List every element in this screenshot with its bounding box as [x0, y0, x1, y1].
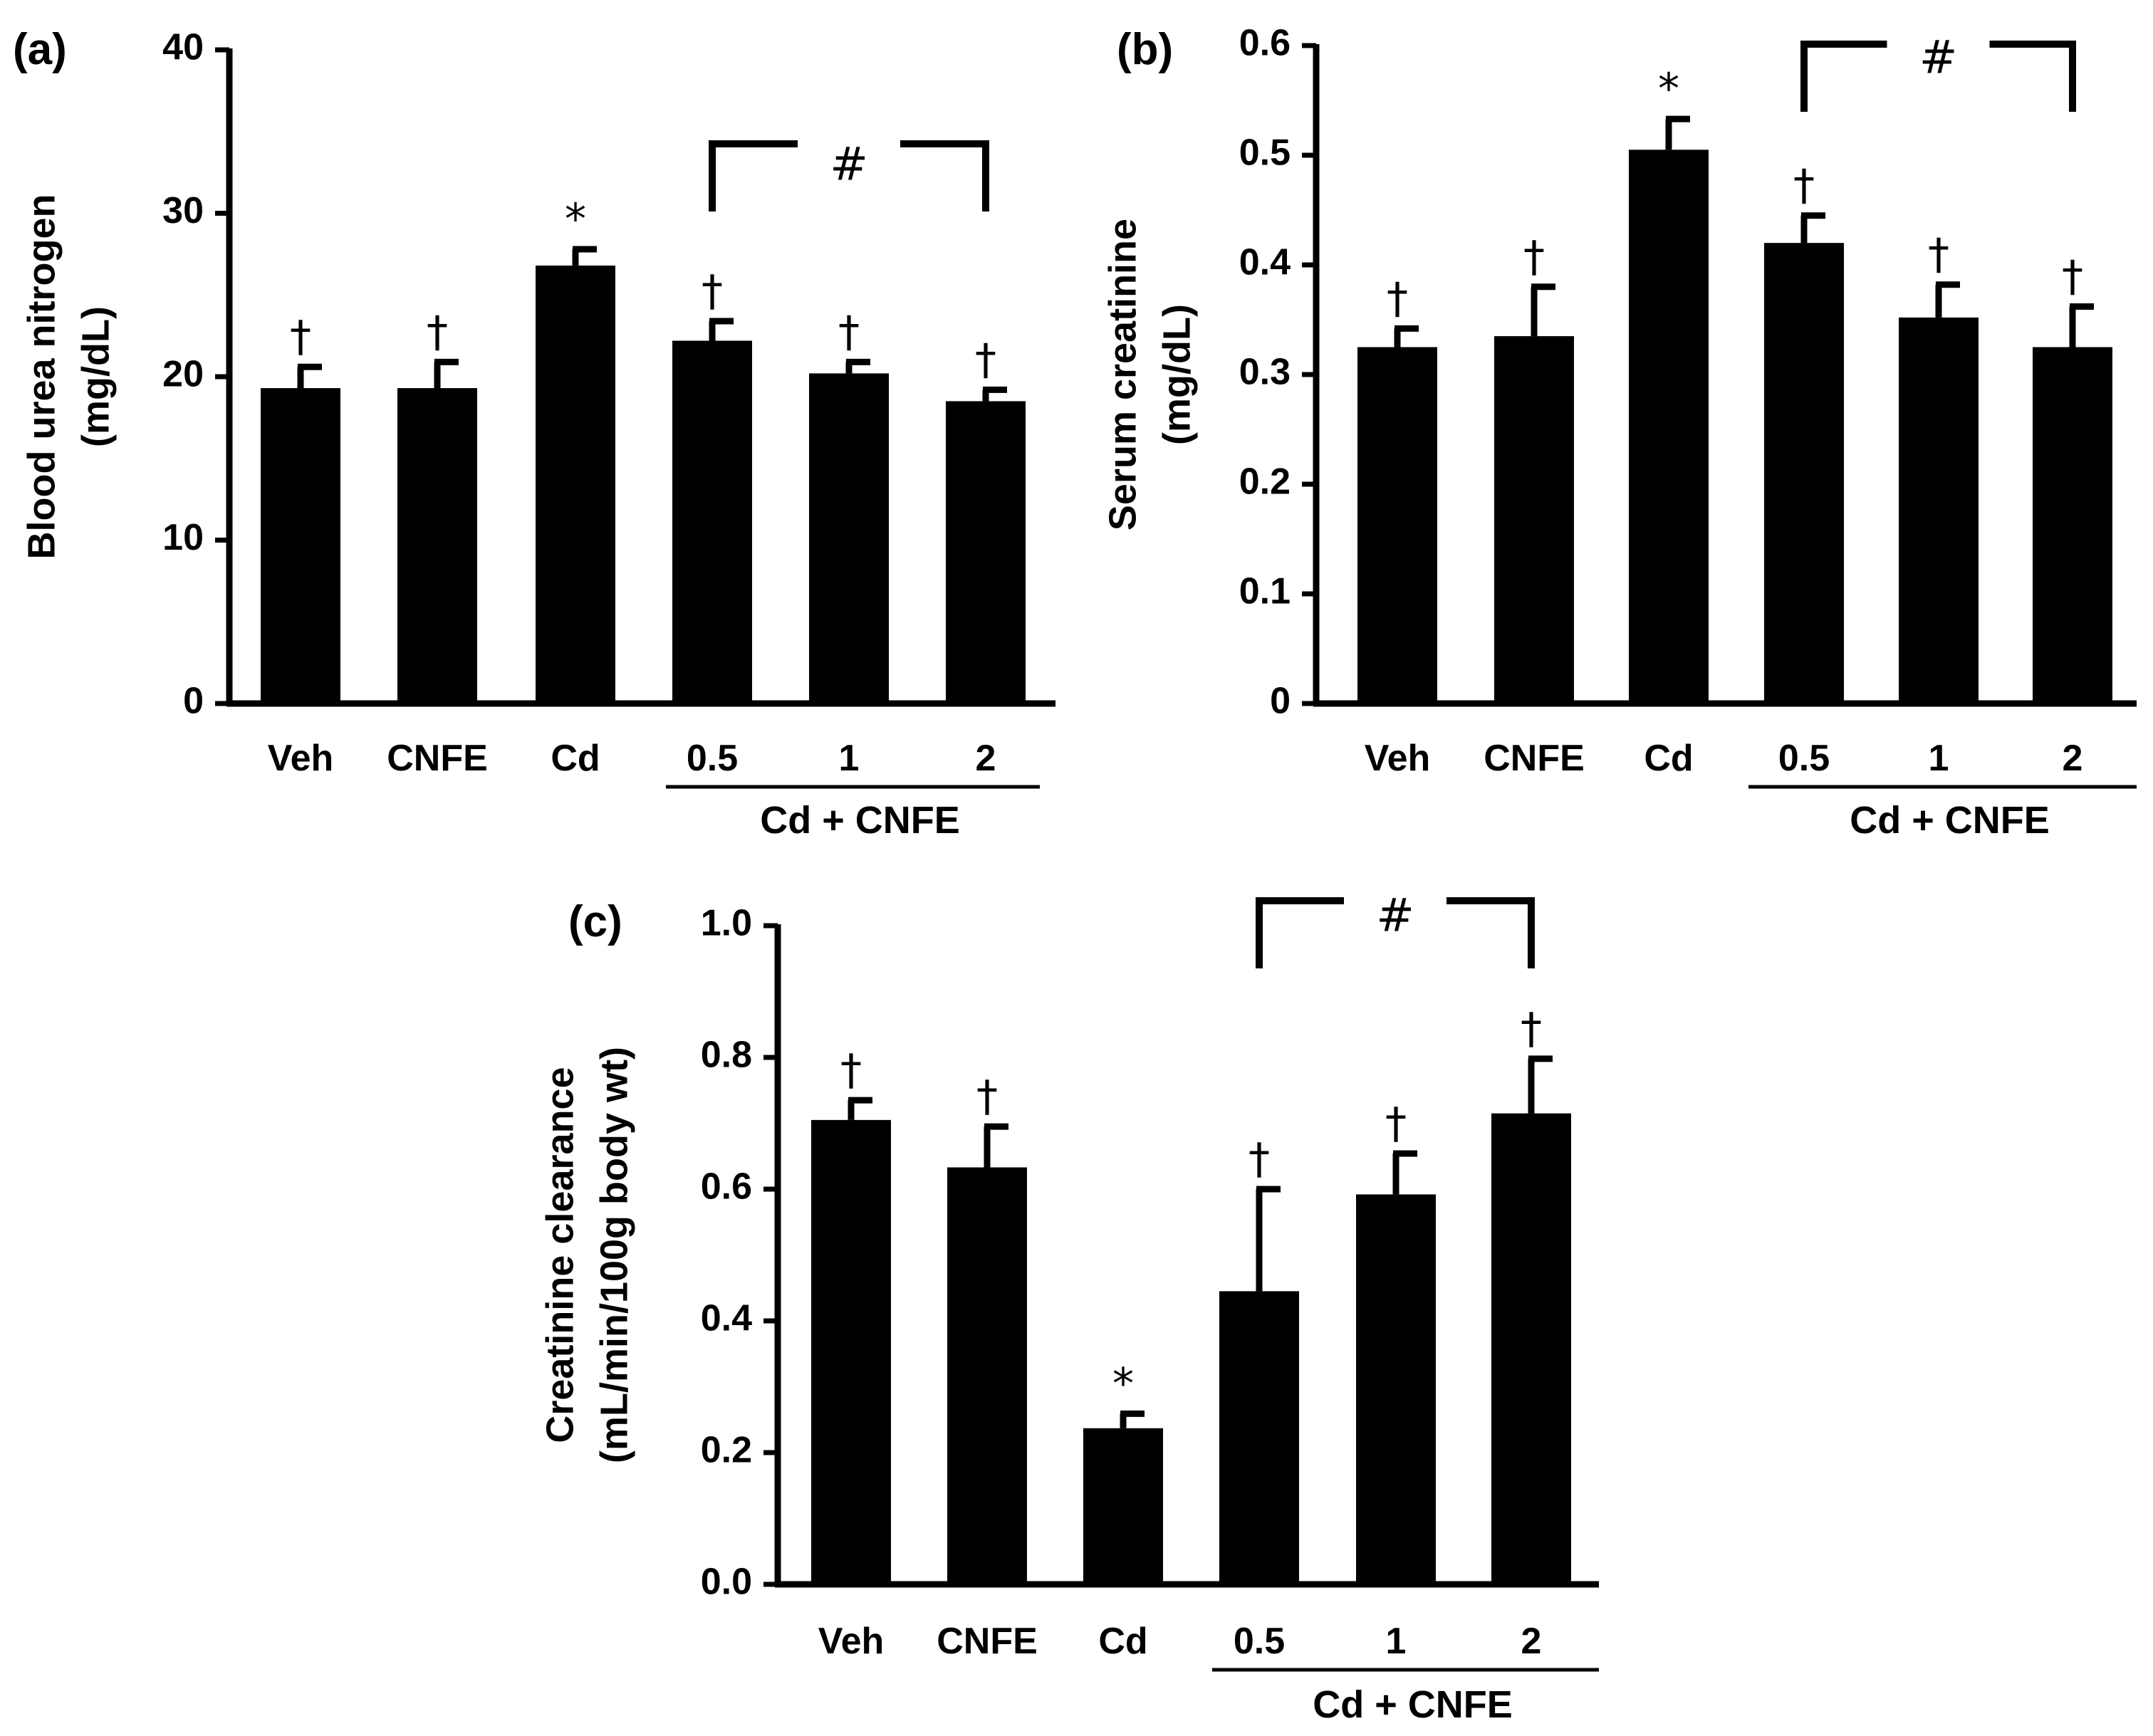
chart-panel-c: (c) Creatinine clearance (mL/min/100g body…: [538, 890, 1599, 1726]
panel-label: (b): [1117, 25, 1173, 74]
bracket-right: [900, 144, 986, 211]
significance-dagger: †: [1521, 1004, 1542, 1054]
chart-panel-b: (b) Serum creatinine (mg/dL) 0 0.1 0.2 0.3 0.4 0…: [1101, 23, 2137, 842]
x-tick-label: Veh: [818, 1621, 885, 1662]
y-tick-label: 10: [162, 517, 204, 558]
bar-2: [2033, 347, 2112, 704]
bracket-left: [1259, 901, 1344, 968]
bar-CNFE: [947, 1167, 1027, 1584]
y-tick-label: 0.5: [1239, 132, 1291, 174]
x-tick-label: 0.5: [1234, 1621, 1285, 1662]
bracket-left: [1804, 44, 1887, 112]
y-tick-label: 0.1: [1239, 571, 1291, 612]
significance-asterisk: *: [565, 194, 586, 244]
significance-dagger: †: [290, 312, 311, 362]
bar-1: [1356, 1194, 1436, 1584]
bar-Veh: [1357, 347, 1437, 704]
y-tick-label: 0.6: [701, 1166, 752, 1208]
y-axis-title-line-2: (mg/dL): [1155, 304, 1198, 445]
bar-1: [809, 373, 889, 704]
y-tick-label: 0.6: [1239, 23, 1291, 64]
x-tick-label: 1: [1386, 1621, 1407, 1662]
bar-2: [946, 401, 1026, 704]
significance-dagger: †: [427, 307, 448, 357]
x-tick-label: 2: [2063, 738, 2083, 779]
y-axis-title-line-2: (mL/min/100g body wt): [593, 1047, 635, 1463]
x-tick-label: Cd: [1098, 1621, 1147, 1662]
y-tick-label: 0: [183, 681, 204, 722]
significance-dagger: †: [2062, 252, 2083, 302]
x-tick-label: 0.5: [687, 738, 738, 779]
significance-dagger: †: [1793, 161, 1815, 211]
significance-dagger: †: [840, 1045, 862, 1095]
x-tick-label: Veh: [1365, 738, 1431, 779]
x-tick-label: CNFE: [1484, 738, 1585, 779]
significance-dagger: †: [976, 1072, 998, 1121]
significance-asterisk: *: [1658, 64, 1679, 114]
group-label: Cd + CNFE: [1850, 799, 2050, 842]
figure: (a)Blood urea nitrogen (mg/dL)010203040†V…: [0, 0, 2153, 1736]
y-tick-label: 1.0: [701, 903, 752, 944]
significance-dagger: †: [975, 335, 996, 385]
y-tick-label: 0.3: [1239, 352, 1291, 393]
bar-0.5: [1219, 1291, 1299, 1584]
bar-Cd: [536, 266, 615, 704]
panel-label: (c): [568, 897, 622, 946]
bar-2: [1491, 1114, 1571, 1584]
bar-Veh: [261, 388, 340, 704]
significance-dagger: †: [1385, 1099, 1407, 1149]
x-tick-label: 2: [1521, 1621, 1542, 1662]
y-tick-label: 20: [162, 354, 204, 395]
bracket-right: [1990, 44, 2073, 112]
y-tick-label: 0: [1270, 681, 1291, 722]
x-tick-label: Cd: [551, 738, 600, 779]
significance-dagger: †: [838, 307, 860, 357]
x-tick-label: 2: [976, 738, 996, 779]
y-tick-label: 0.0: [701, 1562, 752, 1603]
x-tick-label: CNFE: [937, 1621, 1038, 1662]
bar-0.5: [672, 341, 752, 704]
y-axis-title-line-1: Creatinine clearance: [538, 1067, 581, 1443]
bracket-hash-label: #: [1376, 890, 1414, 943]
y-tick-label: 0.2: [1239, 461, 1291, 503]
x-tick-label: 1: [839, 738, 860, 779]
bar-Cd: [1629, 150, 1709, 704]
y-tick-label: 30: [162, 190, 204, 231]
significance-dagger: †: [1928, 230, 1949, 280]
y-tick-label: 0.4: [701, 1298, 752, 1339]
x-tick-label: 1: [1929, 738, 1949, 779]
x-tick-label: Cd: [1644, 738, 1693, 779]
bar-CNFE: [397, 388, 477, 704]
bar-Cd: [1083, 1428, 1163, 1584]
y-tick-label: 0.2: [701, 1430, 752, 1471]
y-axis-title-line-1: Serum creatinine: [1101, 219, 1144, 530]
bar-CNFE: [1494, 336, 1574, 704]
significance-dagger: †: [1523, 232, 1545, 282]
bar-0.5: [1764, 243, 1844, 704]
group-label: Cd + CNFE: [760, 799, 960, 842]
bracket-left: [712, 144, 798, 211]
y-tick-label: 40: [162, 27, 204, 68]
x-tick-label: Veh: [268, 738, 334, 779]
y-axis-title-line-2: (mg/dL): [74, 306, 117, 447]
x-tick-label: CNFE: [387, 738, 488, 779]
significance-asterisk: *: [1112, 1359, 1134, 1408]
significance-dagger: †: [702, 266, 723, 316]
panel-label: (a): [13, 25, 67, 74]
bracket-right: [1446, 901, 1531, 968]
bar-Veh: [811, 1120, 891, 1584]
significance-dagger: †: [1387, 273, 1408, 323]
y-tick-label: 0.4: [1239, 242, 1291, 283]
bracket-hash-label: #: [1919, 32, 1958, 85]
significance-dagger: †: [1248, 1134, 1270, 1184]
chart-panel-a: (a) Blood urea nitrogen (mg/dL) 0 10 20 30 40 † V…: [13, 25, 1055, 842]
bracket-hash-label: #: [830, 139, 868, 192]
x-tick-label: 0.5: [1778, 738, 1830, 779]
y-tick-label: 0.8: [701, 1035, 752, 1076]
bar-1: [1899, 318, 1979, 704]
y-axis-title-line-1: Blood urea nitrogen: [20, 194, 63, 560]
group-label: Cd + CNFE: [1313, 1683, 1513, 1726]
